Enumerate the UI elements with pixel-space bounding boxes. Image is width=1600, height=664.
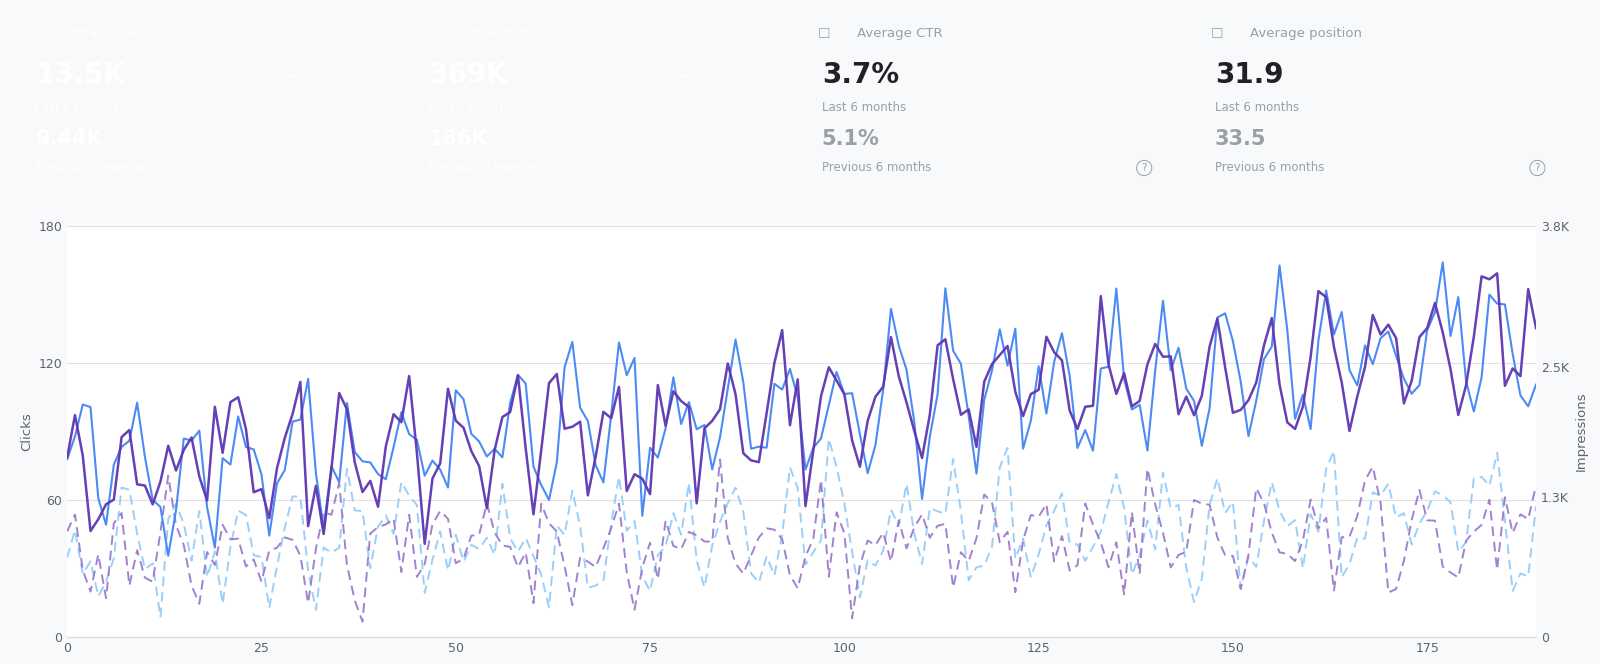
Text: ☐: ☐ xyxy=(818,27,830,41)
Text: Total clicks: Total clicks xyxy=(70,27,142,40)
Text: 186K: 186K xyxy=(429,129,488,149)
Text: Last 6 months: Last 6 months xyxy=(822,100,906,114)
Text: 9.44K: 9.44K xyxy=(35,129,102,149)
Text: Previous 6 months: Previous 6 months xyxy=(429,161,538,175)
Y-axis label: Impressions: Impressions xyxy=(1574,392,1587,471)
Text: ···: ··· xyxy=(280,130,298,148)
Text: ☐: ☐ xyxy=(1211,27,1224,41)
Text: ☑: ☑ xyxy=(424,27,437,41)
Text: —: — xyxy=(674,66,691,84)
Text: Average CTR: Average CTR xyxy=(856,27,942,40)
Text: ☑: ☑ xyxy=(32,27,45,41)
Text: ?: ? xyxy=(1141,163,1147,173)
Text: 31.9: 31.9 xyxy=(1214,61,1283,89)
Text: Previous 6 months: Previous 6 months xyxy=(1214,161,1325,175)
Text: 33.5: 33.5 xyxy=(1214,129,1267,149)
Y-axis label: Clicks: Clicks xyxy=(19,412,34,451)
Text: Previous 6 months: Previous 6 months xyxy=(35,161,144,175)
Text: Total impressions: Total impressions xyxy=(464,27,579,40)
Text: 13.5K: 13.5K xyxy=(35,61,126,89)
Text: 369K: 369K xyxy=(429,61,509,89)
Text: ···: ··· xyxy=(674,130,691,148)
Text: ?: ? xyxy=(749,163,754,173)
Text: ?: ? xyxy=(1534,163,1541,173)
Text: Average position: Average position xyxy=(1250,27,1362,40)
Text: —: — xyxy=(280,66,298,84)
Text: ?: ? xyxy=(355,163,360,173)
Text: Last 6 months: Last 6 months xyxy=(35,100,120,114)
Text: 3.7%: 3.7% xyxy=(822,61,899,89)
Text: 5.1%: 5.1% xyxy=(822,129,880,149)
Text: Last 6 months: Last 6 months xyxy=(1214,100,1299,114)
Text: Last 6 months: Last 6 months xyxy=(429,100,512,114)
Text: Previous 6 months: Previous 6 months xyxy=(822,161,931,175)
